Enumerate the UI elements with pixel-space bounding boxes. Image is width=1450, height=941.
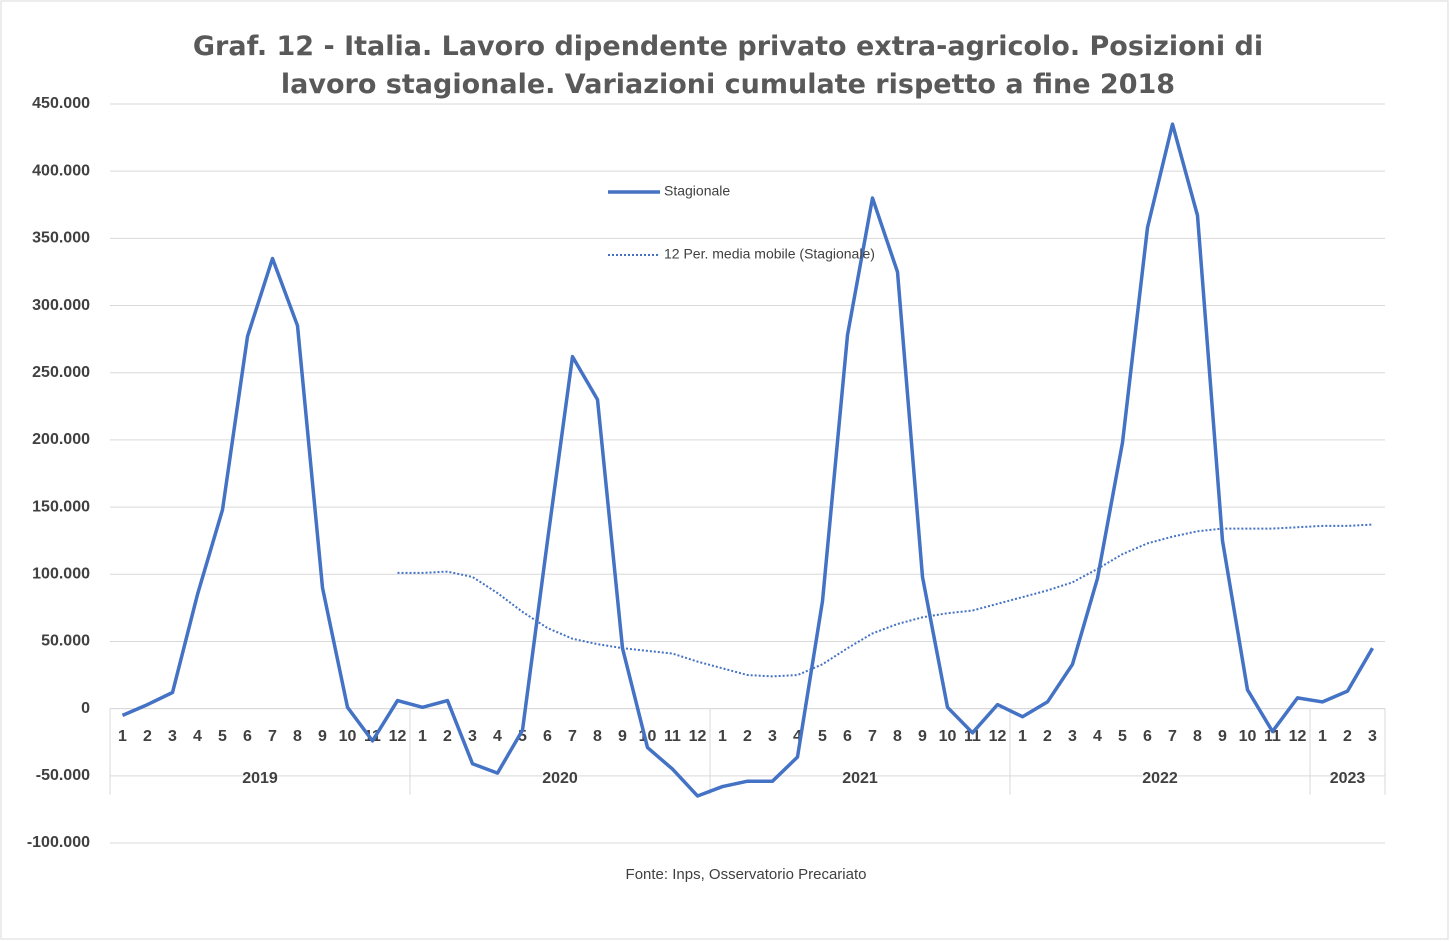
x-tick-label: 10 — [939, 728, 957, 745]
x-tick-label: 1 — [1318, 728, 1327, 745]
x-tick-label: 7 — [1168, 728, 1177, 745]
y-tick-label: 400.000 — [32, 162, 90, 179]
x-tick-label: 6 — [843, 728, 852, 745]
legend-label: Stagionale — [664, 183, 730, 199]
x-tick-label: 5 — [1118, 728, 1127, 745]
x-tick-label: 6 — [543, 728, 552, 745]
x-tick-label: 11 — [664, 728, 681, 745]
x-tick-label: 11 — [1264, 728, 1281, 745]
x-tick-label: 12 — [389, 728, 407, 745]
x-tick-label: 7 — [568, 728, 577, 745]
x-tick-label: 12 — [689, 728, 707, 745]
x-tick-label: 2 — [1043, 728, 1052, 745]
x-tick-label: 3 — [468, 728, 477, 745]
chart-title: Graf. 12 - Italia. Lavoro dipendente pri… — [192, 31, 1264, 100]
y-tick-label: 100.000 — [32, 565, 90, 582]
x-tick-label: 2 — [443, 728, 452, 745]
x-tick-label: 1 — [118, 728, 127, 745]
x-tick-label: 4 — [193, 728, 202, 745]
x-tick-label: 2 — [743, 728, 752, 745]
x-tick-label: 4 — [493, 728, 502, 745]
x-tick-label: 12 — [1289, 728, 1307, 745]
y-tick-label: 200.000 — [32, 431, 90, 448]
x-tick-label: 3 — [1368, 728, 1377, 745]
x-tick-label: 12 — [989, 728, 1007, 745]
legend-label: 12 Per. media mobile (Stagionale) — [664, 246, 875, 262]
x-tick-label: 9 — [318, 728, 327, 745]
x-tick-label: 5 — [218, 728, 227, 745]
y-tick-label: 50.000 — [41, 633, 90, 650]
x-tick-label: 2 — [143, 728, 152, 745]
source-note: Fonte: Inps, Osservatorio Precariato — [626, 866, 867, 883]
x-tick-label: 3 — [768, 728, 777, 745]
x-tick-label: 9 — [618, 728, 627, 745]
y-tick-label: -100.000 — [27, 834, 90, 851]
y-tick-label: 300.000 — [32, 297, 90, 314]
x-tick-label: 7 — [868, 728, 877, 745]
x-tick-label: 1 — [1018, 728, 1027, 745]
series-line — [121, 122, 1375, 798]
x-group-label: 2019 — [242, 770, 278, 787]
y-tick-label: 250.000 — [32, 364, 90, 381]
x-tick-label: 7 — [268, 728, 277, 745]
x-tick-label: 10 — [1239, 728, 1257, 745]
y-tick-label: 350.000 — [32, 230, 90, 247]
x-tick-label: 6 — [243, 728, 252, 745]
x-tick-label: 8 — [593, 728, 602, 745]
x-tick-label: 3 — [168, 728, 177, 745]
x-group-label: 2022 — [1142, 770, 1178, 787]
x-tick-label: 3 — [1068, 728, 1077, 745]
x-tick-label: 5 — [518, 728, 527, 745]
x-group-label: 2020 — [542, 770, 578, 787]
x-tick-label: 1 — [418, 728, 427, 745]
x-tick-label: 4 — [1093, 728, 1102, 745]
x-group-label: 2023 — [1330, 770, 1366, 787]
moving-average-line — [397, 523, 1373, 678]
x-tick-label: 1 — [718, 728, 727, 745]
x-tick-label: 9 — [1218, 728, 1227, 745]
x-tick-label: 6 — [1143, 728, 1152, 745]
y-tick-label: 0 — [81, 700, 90, 717]
x-tick-label: 5 — [818, 728, 827, 745]
y-tick-label: 450.000 — [32, 95, 90, 112]
x-tick-label: 8 — [893, 728, 902, 745]
x-tick-label: 4 — [793, 728, 802, 745]
x-tick-label: 9 — [918, 728, 927, 745]
x-tick-label: 2 — [1343, 728, 1352, 745]
y-tick-label: 150.000 — [32, 498, 90, 515]
x-tick-label: 10 — [339, 728, 357, 745]
x-tick-label: 8 — [1193, 728, 1202, 745]
x-tick-label: 8 — [293, 728, 302, 745]
x-tick-label: 11 — [964, 728, 981, 745]
x-group-label: 2021 — [842, 770, 878, 787]
y-tick-label: -50.000 — [36, 767, 90, 784]
